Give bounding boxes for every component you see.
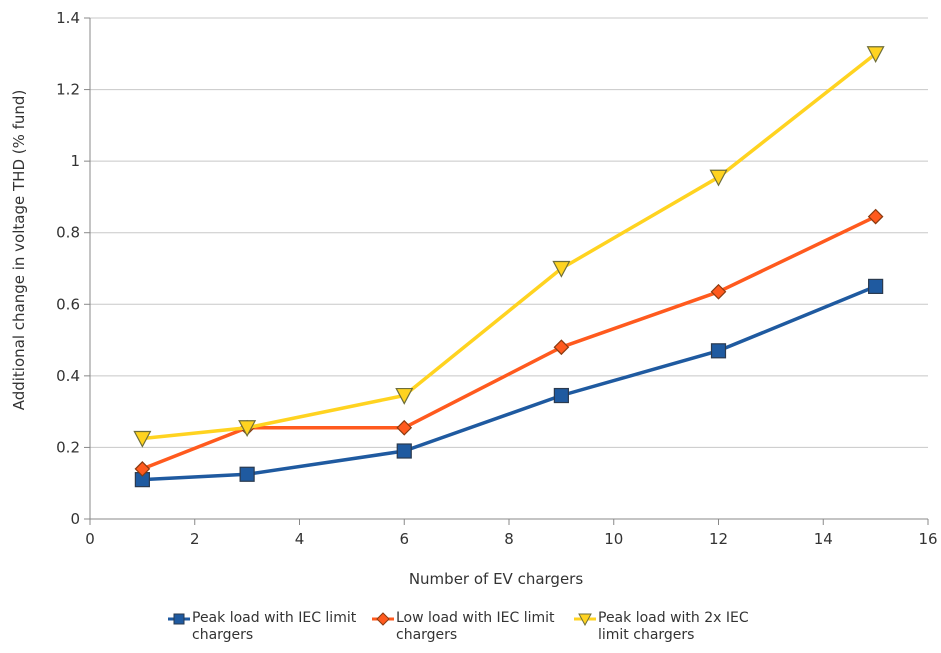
data-point xyxy=(866,46,885,64)
y-tick-label: 0.6 xyxy=(56,295,80,313)
data-point xyxy=(552,260,571,278)
series-line xyxy=(142,284,877,482)
x-tick-label: 12 xyxy=(709,530,728,548)
data-point xyxy=(238,420,257,438)
legend-label: Low load with IEC limit chargers xyxy=(396,610,555,643)
data-point xyxy=(553,387,569,404)
series-line xyxy=(141,215,877,471)
data-point xyxy=(868,278,884,294)
y-tick-label: 0.4 xyxy=(56,367,80,385)
data-point xyxy=(396,443,412,459)
tick-labels: 0 0.2 0.4 0.6 0.8 1 1.2 1.4 0 2 4 6 8 10 12 14 16 xyxy=(56,9,937,548)
x-tick-label: 16 xyxy=(918,530,937,548)
data-point xyxy=(396,419,413,436)
data-point xyxy=(867,208,884,225)
data-point xyxy=(710,343,727,359)
y-tick-label: 1.2 xyxy=(56,81,80,99)
y-tick-label: 0.2 xyxy=(56,438,80,456)
x-tick-label: 6 xyxy=(399,530,409,548)
series-line xyxy=(142,52,877,441)
series-1 xyxy=(134,208,884,477)
x-tick-label: 8 xyxy=(504,530,514,548)
legend-label: Peak load with IEC limit chargers xyxy=(192,610,357,643)
y-tick-label: 1 xyxy=(70,152,80,170)
x-tick-label: 2 xyxy=(190,530,200,548)
series-lines xyxy=(133,46,885,488)
legend: Peak load with IEC limit chargers Low lo… xyxy=(168,610,808,650)
series-2 xyxy=(133,46,885,448)
x-tick-label: 10 xyxy=(604,530,623,548)
x-tick-label: 14 xyxy=(814,530,833,548)
data-point xyxy=(239,466,255,482)
legend-swatch-diamond-icon xyxy=(372,612,394,626)
y-tick-label: 1.4 xyxy=(56,9,80,27)
data-point xyxy=(134,461,151,477)
y-tick-label: 0.8 xyxy=(56,224,80,242)
y-tick-label: 0 xyxy=(70,510,80,528)
legend-label: Peak load with 2x IEC limit chargers xyxy=(598,610,749,643)
data-point xyxy=(395,387,414,405)
data-point xyxy=(553,339,570,356)
series-0 xyxy=(134,278,884,488)
legend-swatch-triangle-icon xyxy=(574,613,596,626)
data-point xyxy=(133,430,152,448)
data-point xyxy=(710,283,727,300)
data-point xyxy=(709,169,728,187)
axes xyxy=(84,17,929,525)
x-axis-label: Number of EV chargers xyxy=(409,570,584,588)
grid-lines xyxy=(90,17,928,520)
x-tick-label: 4 xyxy=(295,530,305,548)
x-tick-label: 0 xyxy=(85,530,95,548)
y-axis-label: Additional change in voltage THD (% fund… xyxy=(10,90,28,411)
legend-swatch-square-icon xyxy=(168,613,190,625)
